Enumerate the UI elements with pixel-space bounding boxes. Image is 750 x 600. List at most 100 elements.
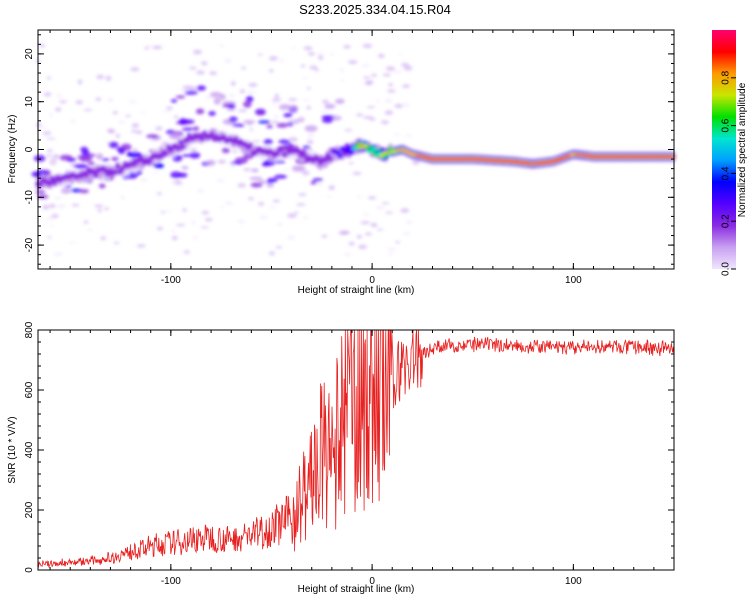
heatmap-speckle <box>228 93 235 98</box>
heatmap-ridge-cell <box>247 142 254 149</box>
heatmap-blob <box>108 141 119 149</box>
heatmap-blob <box>249 176 263 181</box>
heatmap-blob <box>304 125 318 132</box>
heatmap-speckle <box>209 71 218 76</box>
colorbar-tick-label: 0.8 <box>721 70 732 84</box>
heatmap-blob <box>79 189 89 194</box>
snr-x-label: Height of straight line (km) <box>298 584 415 595</box>
heatmap-speckle <box>302 99 311 102</box>
heatmap-speckle <box>362 43 373 49</box>
heatmap-blob <box>77 155 91 159</box>
heatmap-speckle <box>339 67 345 73</box>
heatmap-blob <box>87 161 96 166</box>
colorbar-tick-label: 0.0 <box>721 262 732 276</box>
heatmap-speckle <box>49 113 54 117</box>
heatmap-ridge-cell <box>83 171 89 178</box>
heatmap-speckle <box>105 75 112 81</box>
heatmap-ridge-cell <box>289 144 295 150</box>
heatmap-ridge-cell <box>175 145 181 152</box>
heatmap-blob <box>74 164 88 169</box>
heatmap-speckle <box>376 99 381 103</box>
snr-x-tick-label: -100 <box>161 576 181 587</box>
heatmap-blob <box>195 108 205 115</box>
heatmap-speckle <box>95 97 102 101</box>
heatmap-ridge-cell <box>375 148 382 151</box>
heatmap-speckle <box>135 130 143 135</box>
heatmap-speckle <box>362 213 371 216</box>
heatmap-ridge-cell <box>37 181 44 188</box>
heatmap-speckle <box>382 73 391 77</box>
heatmap-speckle <box>139 178 149 182</box>
heatmap-speckle <box>306 105 311 110</box>
heatmap-speckle <box>193 49 202 55</box>
heatmap-blob <box>134 152 141 157</box>
heatmap-speckle <box>348 60 358 65</box>
heatmap-speckle <box>322 99 329 104</box>
heatmap-speckle <box>297 116 305 122</box>
heatmap-speckle <box>287 213 297 218</box>
heatmap-speckle <box>223 58 232 63</box>
heatmap-blob <box>291 165 306 172</box>
heatmap-speckle <box>384 110 394 116</box>
heatmap-speckle <box>156 226 164 231</box>
heatmap-speckle <box>124 114 132 117</box>
heatmap-speckle <box>327 195 332 199</box>
heatmap-speckle <box>216 178 225 183</box>
heatmap-ridge-cell <box>378 155 384 158</box>
colorbar-gradient <box>712 30 736 269</box>
heatmap-speckle <box>45 154 54 157</box>
heatmap-ridge-cell <box>47 180 53 187</box>
heatmap-speckle <box>109 128 116 134</box>
heatmap-blob <box>324 103 336 109</box>
heatmap-speckle <box>362 76 371 79</box>
heatmap-ridge-cell <box>177 139 184 146</box>
snr-y-tick-label: 600 <box>24 381 35 398</box>
heatmap-speckle <box>364 232 372 236</box>
heatmap-speckle <box>249 128 254 131</box>
heatmap-blob <box>184 90 198 95</box>
heatmap-speckle <box>42 131 52 136</box>
heatmap-blob <box>312 178 323 182</box>
heatmap-blob <box>170 171 182 179</box>
heatmap-speckle <box>53 252 63 257</box>
heatmap-ridge-cell <box>670 155 676 158</box>
heatmap-ridge-cell <box>163 150 169 157</box>
heatmap-speckle <box>59 100 67 104</box>
heatmap-speckle <box>68 241 76 244</box>
heatmap-speckle <box>182 208 187 212</box>
heatmap-speckle <box>394 103 403 109</box>
heatmap-ridge-cell <box>146 159 152 166</box>
heatmap-speckle <box>384 98 393 103</box>
heatmap-speckle <box>183 250 190 254</box>
heatmap-ridge-cell <box>115 162 121 169</box>
heatmap-speckle <box>343 44 351 49</box>
heatmap-speckle <box>155 126 163 131</box>
colorbar-tick-label: 0.2 <box>721 214 732 228</box>
snr-y-tick-label: 200 <box>24 501 35 518</box>
heatmap-blob <box>101 158 110 162</box>
heatmap-speckle <box>356 195 363 199</box>
heatmap-speckle <box>252 140 261 143</box>
heatmap-blob <box>96 153 104 160</box>
heatmap-speckle <box>153 171 159 174</box>
heatmap-blob <box>276 123 289 128</box>
heatmap-speckle <box>51 214 59 218</box>
heatmap-blob <box>257 120 271 124</box>
heatmap-speckle <box>196 70 205 75</box>
heatmap-speckle <box>200 226 210 229</box>
heatmap-speckle <box>204 96 213 100</box>
heatmap-speckle <box>160 211 166 214</box>
heatmap-speckle <box>139 111 147 114</box>
heatmap-speckle <box>287 235 295 241</box>
heatmap-speckle <box>318 55 324 61</box>
heatmap-speckle <box>306 132 315 138</box>
heatmap-blob <box>126 151 134 157</box>
heatmap-blob <box>181 166 189 170</box>
heatmap-speckle <box>157 192 162 196</box>
heatmap-speckle <box>300 64 306 68</box>
heatmap-speckle <box>269 251 275 256</box>
heatmap-ridge-cell <box>322 157 328 163</box>
heatmap-blob <box>60 188 72 194</box>
heatmap-blob <box>98 183 106 189</box>
